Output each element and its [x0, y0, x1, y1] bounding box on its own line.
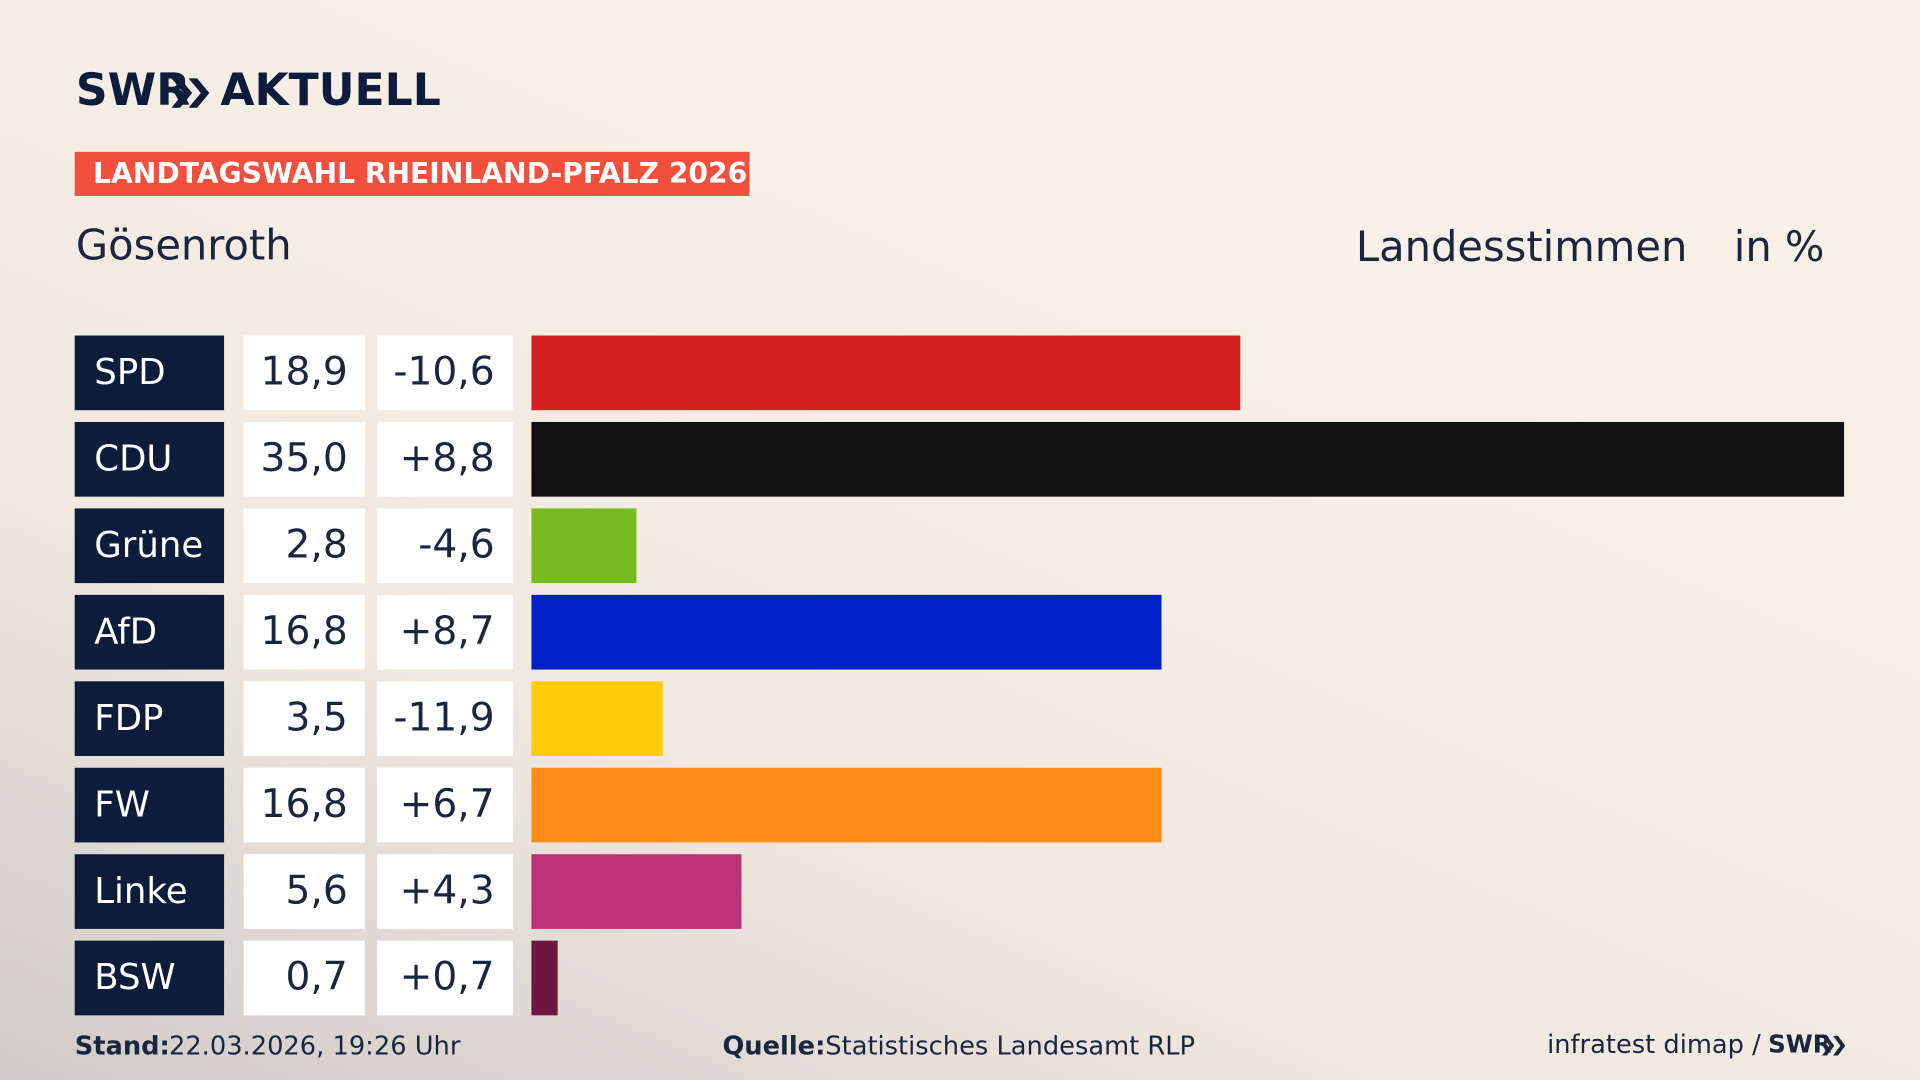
party-label: Grüne [94, 525, 203, 566]
change-label: +8,7 [400, 609, 495, 654]
logo-chevrons [171, 78, 210, 108]
change-box [377, 854, 514, 929]
value-label: 16,8 [261, 609, 348, 654]
bar [531, 854, 742, 929]
banner-bg [74, 151, 750, 196]
party-box [74, 940, 225, 1016]
brand: AKTUELL [220, 65, 440, 116]
change-label: +4,3 [400, 868, 495, 913]
party-label: BSW [94, 957, 175, 998]
party-label: FDP [94, 698, 163, 739]
chart-title: Gösenroth [76, 221, 292, 270]
change-label: -10,6 [393, 350, 494, 395]
stand: 22.03.2026, 19:26 Uhr [169, 1031, 461, 1061]
unit: in % [1734, 222, 1825, 271]
value-box [243, 594, 365, 670]
banner: LANDTAGSWAHL RHEINLAND-PFALZ 2026 [93, 157, 747, 190]
party-box [74, 335, 225, 411]
value-box [243, 767, 365, 843]
change-box [377, 421, 514, 497]
chart-subtitle: Landesstimmen [1356, 222, 1687, 271]
value-box [243, 854, 365, 929]
logo: SWR [76, 65, 190, 116]
value-box [243, 681, 365, 756]
credit: infratest dimap / [1547, 1030, 1761, 1060]
source-label: Quelle: [722, 1031, 825, 1061]
footer-logo: SWR [1768, 1030, 1832, 1059]
party-label: Linke [94, 871, 187, 912]
party-box [74, 681, 225, 756]
value-label: 18,9 [261, 350, 348, 395]
value-label: 0,7 [285, 955, 347, 1000]
change-box [377, 681, 514, 756]
value-box [243, 421, 365, 497]
change-label: -4,6 [418, 522, 494, 567]
change-label: +8,8 [400, 436, 495, 481]
change-box [377, 508, 514, 584]
party-label: CDU [94, 439, 172, 480]
party-box [74, 594, 225, 670]
change-box [377, 594, 514, 670]
bar [531, 335, 1241, 411]
change-label: +0,7 [400, 955, 495, 1000]
party-label: FW [94, 784, 150, 825]
bar [531, 767, 1162, 843]
change-box [377, 940, 514, 1016]
change-box [377, 335, 514, 411]
bar [531, 681, 663, 756]
change-label: -11,9 [393, 695, 494, 740]
value-box [243, 940, 365, 1016]
party-label: AfD [94, 611, 157, 652]
value-label: 3,5 [285, 695, 347, 740]
party-box [74, 508, 225, 584]
bar [531, 508, 637, 584]
bar [531, 940, 558, 1016]
party-box [74, 421, 225, 497]
change-label: +6,7 [400, 782, 495, 827]
party-label: SPD [94, 352, 165, 393]
party-box [74, 767, 225, 843]
value-box [243, 508, 365, 584]
stand-label: Stand: [75, 1031, 170, 1061]
value-label: 5,6 [285, 868, 347, 913]
bar [531, 421, 1845, 497]
source: Statistisches Landesamt RLP [825, 1031, 1195, 1061]
value-label: 16,8 [261, 782, 348, 827]
party-box [74, 854, 225, 929]
value-box [243, 335, 365, 411]
value-label: 35,0 [261, 436, 348, 481]
bar [531, 594, 1162, 670]
value-label: 2,8 [285, 522, 347, 567]
change-box [377, 767, 514, 843]
footer-chevrons [1822, 1035, 1846, 1056]
